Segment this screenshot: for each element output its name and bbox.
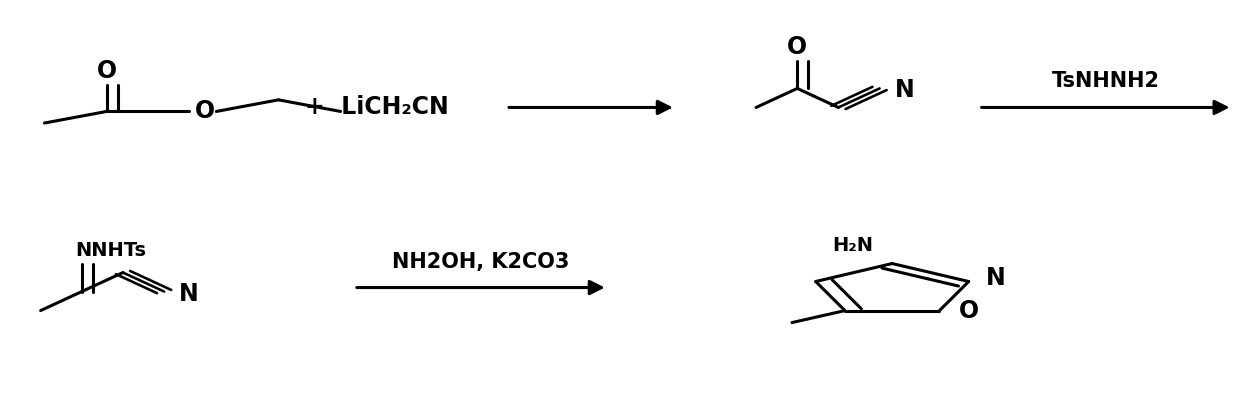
Text: N: N [894,79,914,102]
Text: O: O [97,59,117,83]
Text: +  LiCH₂CN: + LiCH₂CN [305,96,448,119]
Text: NNHTs: NNHTs [76,241,146,260]
Text: TsNHNH2: TsNHNH2 [1052,71,1159,91]
Text: O: O [787,35,807,58]
Text: O: O [195,100,216,123]
Text: H₂N: H₂N [832,236,874,255]
Text: N: N [986,266,1006,290]
Text: O: O [960,299,980,322]
Text: N: N [179,282,198,305]
Text: NH2OH, K2CO3: NH2OH, K2CO3 [392,251,569,272]
